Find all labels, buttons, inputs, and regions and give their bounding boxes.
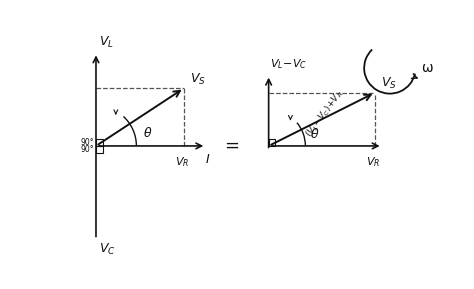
Text: $V_R$: $V_R$ — [175, 155, 190, 169]
Text: $V_S$: $V_S$ — [190, 72, 206, 87]
Text: 90°: 90° — [81, 138, 94, 147]
Bar — [96, 139, 102, 146]
Text: $I$: $I$ — [205, 153, 211, 166]
Text: =: = — [224, 137, 239, 155]
Text: $(V_L\!-\!V_C)\!+\!V_R$: $(V_L\!-\!V_C)\!+\!V_R$ — [302, 87, 346, 140]
Text: ω: ω — [421, 61, 433, 75]
Text: $V_C$: $V_C$ — [99, 242, 116, 257]
Bar — [269, 139, 275, 146]
Bar — [96, 146, 102, 153]
Text: $V_L\!-\!V_C$: $V_L\!-\!V_C$ — [271, 58, 308, 71]
Text: θ: θ — [311, 129, 319, 142]
Text: $V_S$: $V_S$ — [381, 76, 397, 91]
Text: $V_R$: $V_R$ — [366, 155, 381, 169]
Text: $V_L$: $V_L$ — [99, 35, 114, 50]
Text: 90°: 90° — [81, 145, 94, 154]
Text: θ: θ — [144, 127, 151, 140]
